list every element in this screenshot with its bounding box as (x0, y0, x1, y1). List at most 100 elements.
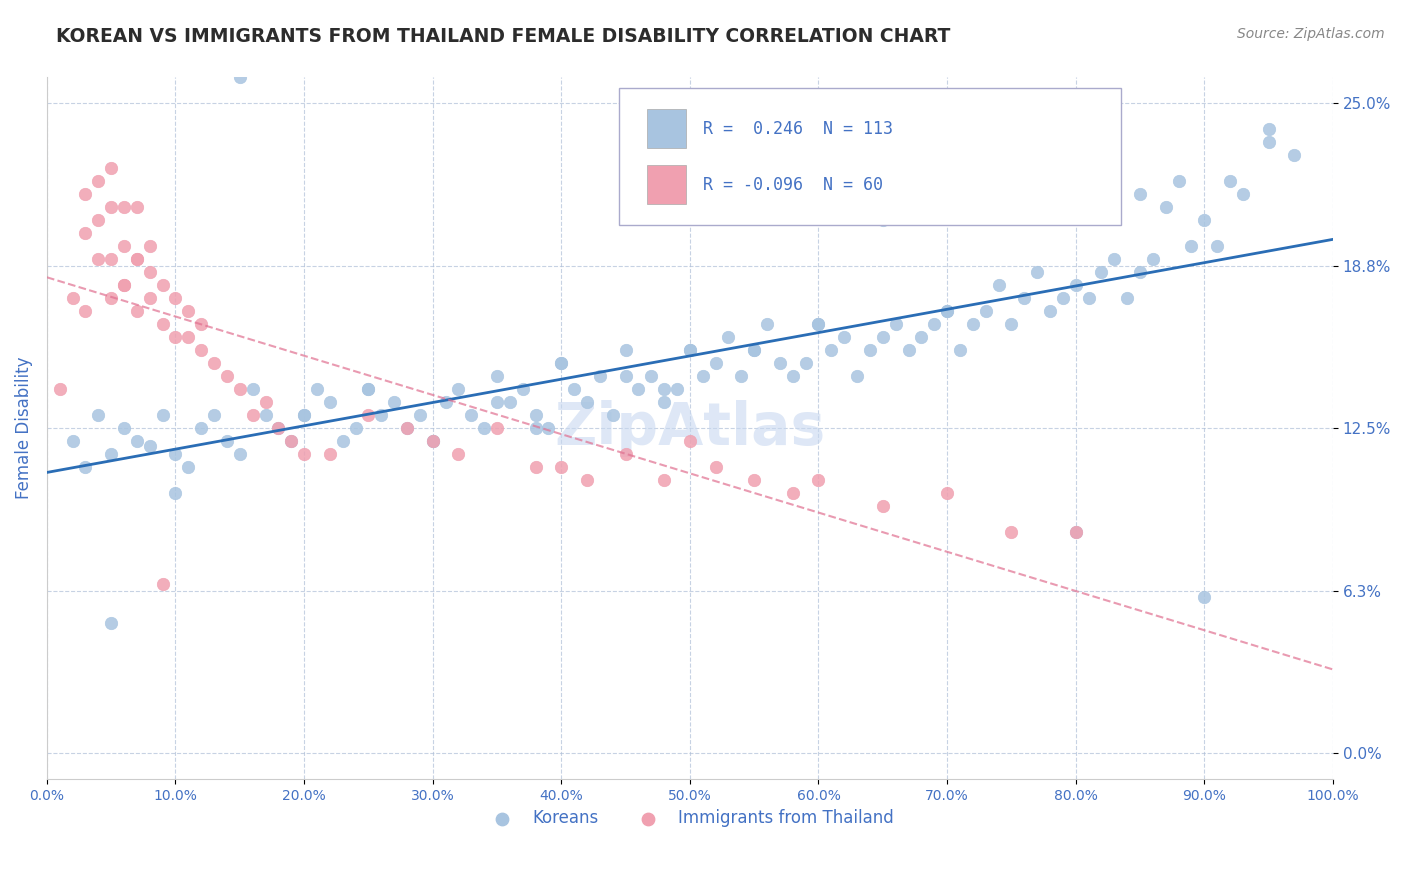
Point (820, 343, 842, 358)
Point (242, 382, 264, 396)
Point (550, 356, 572, 370)
Point (1000, 318, 1022, 332)
Point (652, 382, 675, 396)
Point (742, 343, 765, 358)
Point (614, 447, 637, 461)
Point (1129, 187, 1152, 202)
Point (87, 213, 110, 227)
Point (332, 434, 354, 449)
Point (152, 278, 174, 293)
Point (1167, 174, 1189, 188)
Point (1194, 590, 1216, 604)
Point (87, 408, 110, 422)
Point (679, 343, 702, 358)
Point (202, 408, 225, 422)
Point (112, 239, 135, 253)
Point (460, 408, 482, 422)
Point (152, 577, 174, 591)
Point (177, 304, 200, 318)
Point (974, 304, 997, 318)
Point (319, 447, 342, 461)
Point (742, 343, 765, 358)
Point (652, 395, 675, 409)
Point (1219, 174, 1241, 188)
Point (1064, 525, 1087, 540)
Text: Source: ZipAtlas.com: Source: ZipAtlas.com (1237, 27, 1385, 41)
Point (292, 408, 315, 422)
Point (87, 174, 110, 188)
Point (562, 382, 585, 396)
Point (152, 318, 174, 332)
Point (782, 486, 804, 500)
Point (1104, 252, 1126, 267)
Point (229, 70, 252, 85)
Point (897, 343, 920, 358)
Point (292, 447, 315, 461)
Point (100, 161, 122, 176)
Point (1257, 122, 1279, 136)
Point (872, 330, 894, 344)
Point (1077, 291, 1099, 305)
Point (254, 408, 277, 422)
Point (872, 499, 894, 513)
Point (962, 318, 984, 332)
Point (280, 434, 302, 449)
Point (717, 330, 740, 344)
Point (292, 408, 315, 422)
Point (704, 460, 727, 475)
Point (1180, 239, 1202, 253)
Point (344, 421, 367, 435)
Point (75, 304, 97, 318)
Point (537, 421, 560, 435)
Point (1012, 291, 1035, 305)
Point (215, 434, 238, 449)
Point (447, 447, 470, 461)
Point (485, 421, 508, 435)
Point (190, 421, 212, 435)
Point (139, 239, 162, 253)
Point (640, 369, 662, 384)
Point (499, 395, 522, 409)
Text: ZipAtlas: ZipAtlas (554, 400, 825, 457)
Point (165, 291, 187, 305)
Point (987, 278, 1010, 293)
Point (704, 356, 727, 370)
Point (177, 460, 200, 475)
Point (254, 395, 277, 409)
Point (1064, 278, 1087, 293)
Point (447, 382, 470, 396)
Bar (647, 109, 686, 147)
Point (1129, 265, 1152, 279)
Point (190, 318, 212, 332)
Point (872, 213, 894, 227)
Point (782, 369, 804, 384)
Point (485, 395, 508, 409)
Point (112, 421, 135, 435)
Point (512, 382, 534, 396)
Point (190, 343, 212, 358)
Point (832, 330, 855, 344)
Point (846, 369, 869, 384)
Point (125, 200, 148, 214)
Point (692, 369, 714, 384)
Point (267, 421, 290, 435)
Point (936, 304, 959, 318)
Point (165, 486, 187, 500)
Point (125, 434, 148, 449)
Point (139, 291, 162, 305)
Point (730, 369, 752, 384)
Point (112, 278, 135, 293)
Legend: Koreans, Immigrants from Thailand: Koreans, Immigrants from Thailand (479, 803, 901, 834)
FancyBboxPatch shape (619, 88, 1121, 225)
Point (614, 369, 637, 384)
Point (62, 291, 84, 305)
Point (125, 252, 148, 267)
Point (177, 330, 200, 344)
Text: KOREAN VS IMMIGRANTS FROM THAILAND FEMALE DISABILITY CORRELATION CHART: KOREAN VS IMMIGRANTS FROM THAILAND FEMAL… (56, 27, 950, 45)
Point (1194, 213, 1216, 227)
Point (100, 252, 122, 267)
Point (589, 369, 612, 384)
Point (422, 434, 444, 449)
Point (1039, 304, 1062, 318)
Point (409, 408, 432, 422)
